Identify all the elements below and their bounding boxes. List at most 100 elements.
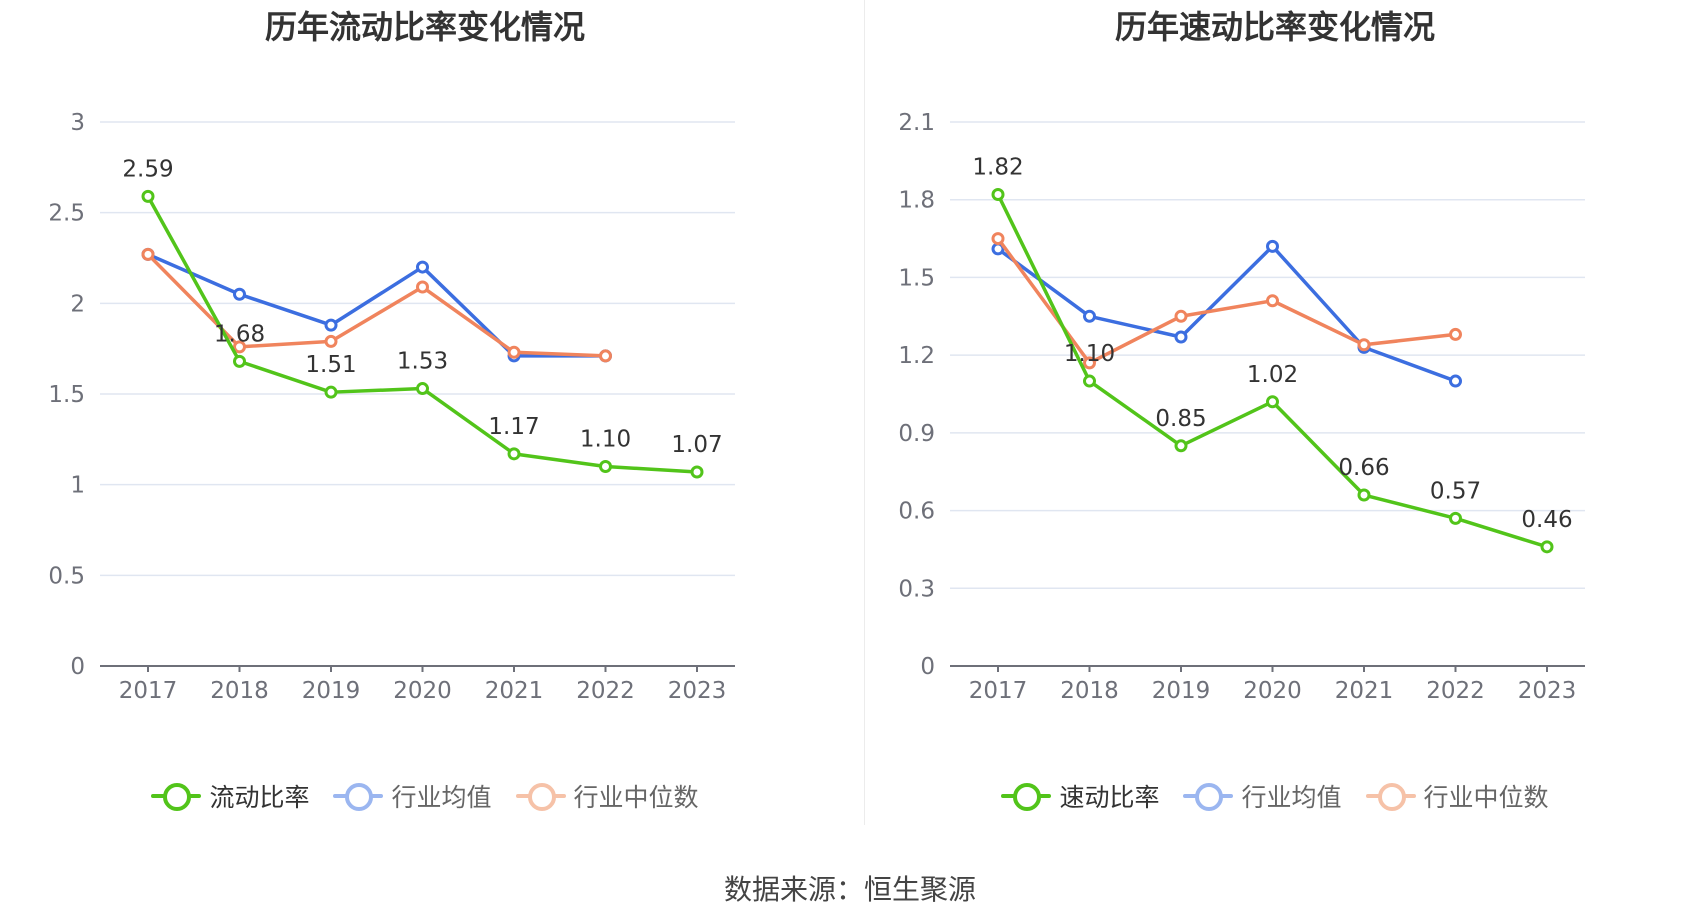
legend-label: 行业中位数	[1423, 783, 1549, 812]
x-tick-label: 2021	[1335, 678, 1394, 704]
y-tick-label: 2.5	[48, 201, 85, 227]
chart-title: 历年速动比率变化情况	[1114, 8, 1435, 46]
legend-line-marker-icon	[1001, 781, 1052, 811]
x-tick-label: 2020	[393, 678, 452, 704]
series-point-3[interactable]	[141, 247, 155, 261]
x-tick-label: 2018	[210, 678, 269, 704]
series-point-3[interactable]	[1357, 338, 1371, 352]
y-tick-label: 0.6	[898, 499, 935, 525]
y-tick-label: 0	[920, 654, 935, 680]
data-label: 1.82	[972, 155, 1023, 181]
series-point-2[interactable]	[1083, 309, 1096, 323]
data-label: 0.66	[1338, 455, 1389, 481]
x-tick-label: 2019	[1152, 678, 1211, 704]
chart-panel-current-ratio: 历年流动比率变化情况 0 0.5 1 1.5 2 2.5 3 2017 2018 2019 2020…	[0, 0, 850, 830]
legend-label: 行业均值	[1241, 783, 1342, 812]
x-tick-label: 2019	[302, 678, 361, 704]
series-point-2[interactable]	[1266, 239, 1279, 253]
legend-item-series-1[interactable]: 流动比率	[151, 778, 309, 814]
x-tick-label: 2023	[668, 678, 727, 704]
y-tick-label: 1.5	[898, 265, 935, 291]
data-label: 1.17	[488, 414, 539, 440]
legend-line-marker-icon	[515, 781, 566, 811]
series-point-1[interactable]	[1449, 511, 1462, 525]
data-label: 1.02	[1247, 362, 1298, 388]
y-tick-label: 0.5	[48, 563, 85, 589]
series-point-3[interactable]	[416, 280, 429, 294]
chart-legend: 速动比率 行业均值 行业中位数	[850, 778, 1700, 814]
y-tick-label: 2	[70, 291, 85, 317]
data-label: 1.51	[305, 352, 356, 378]
series-point-1[interactable]	[690, 465, 704, 479]
y-tick-label: 1.5	[48, 382, 85, 408]
series-point-3[interactable]	[507, 345, 521, 359]
series-point-2[interactable]	[324, 318, 338, 332]
series-point-2[interactable]	[233, 287, 246, 301]
chart-plot-area: 0 0.5 1 1.5 2 2.5 3 2017 2018 2019 2020 2021 2022 202…	[48, 110, 735, 704]
series-line-2	[996, 244, 1457, 383]
y-tick-label: 1	[70, 473, 85, 499]
series-point-2[interactable]	[1174, 330, 1188, 344]
series-point-1[interactable]	[233, 354, 246, 368]
chart-legend: 流动比率 行业均值 行业中位数	[0, 778, 850, 814]
series-point-1[interactable]	[1266, 395, 1279, 409]
x-tick-label: 2017	[969, 678, 1028, 704]
data-label: 1.68	[214, 321, 265, 347]
series-point-1[interactable]	[599, 460, 612, 474]
legend-item-series-2[interactable]: 行业均值	[1183, 778, 1342, 814]
x-tick-label: 2023	[1518, 678, 1577, 704]
series-point-3[interactable]	[233, 340, 246, 354]
legend-line-marker-icon	[151, 781, 202, 811]
series-point-3[interactable]	[1174, 309, 1188, 323]
series-point-1[interactable]	[141, 189, 155, 203]
series-point-1[interactable]	[1174, 439, 1188, 453]
data-label: 1.53	[397, 349, 448, 375]
legend-line-marker-icon	[1365, 781, 1416, 811]
series-point-1[interactable]	[1540, 540, 1554, 554]
x-tick-label: 2022	[576, 678, 635, 704]
legend-line-marker-icon	[333, 781, 384, 811]
series-point-3[interactable]	[991, 232, 1005, 246]
data-source-note: 数据来源：恒生聚源	[723, 873, 976, 906]
series-point-1[interactable]	[507, 447, 521, 461]
series-point-1[interactable]	[416, 382, 429, 396]
legend-label: 行业均值	[391, 783, 492, 812]
data-label: 0.46	[1521, 507, 1572, 533]
series-point-3[interactable]	[599, 349, 612, 363]
data-label: 0.57	[1430, 478, 1481, 504]
series-point-2[interactable]	[1449, 374, 1462, 388]
x-tick-label: 2022	[1426, 678, 1485, 704]
x-tick-label: 2018	[1060, 678, 1119, 704]
series-point-3[interactable]	[1083, 356, 1096, 370]
data-label: 0.85	[1155, 406, 1206, 432]
y-tick-label: 1.8	[898, 188, 935, 214]
series-point-3[interactable]	[1449, 327, 1462, 341]
series-line-2	[147, 252, 606, 358]
series-point-3[interactable]	[1266, 294, 1279, 308]
legend-item-series-2[interactable]: 行业均值	[333, 778, 492, 814]
legend-item-series-3[interactable]: 行业中位数	[1365, 778, 1549, 814]
series-point-1[interactable]	[1083, 374, 1096, 388]
legend-label: 行业中位数	[573, 783, 699, 812]
series-point-1[interactable]	[1357, 488, 1371, 502]
y-tick-label: 0.9	[898, 421, 935, 447]
legend-line-marker-icon	[1183, 781, 1234, 811]
chart-panel-quick-ratio: 历年速动比率变化情况 0 0.3 0.6 0.9 1.2 1.5 1.8 2.1 2017 201…	[850, 0, 1700, 830]
legend-label: 流动比率	[209, 783, 310, 812]
series-point-1[interactable]	[991, 188, 1005, 202]
data-label: 1.10	[580, 427, 631, 453]
legend-item-series-1[interactable]: 速动比率	[1001, 778, 1159, 814]
chart-title: 历年流动比率变化情况	[264, 8, 585, 46]
data-label: 2.59	[122, 156, 173, 182]
data-label: 1.10	[1064, 341, 1115, 367]
series-point-1[interactable]	[324, 385, 338, 399]
panel-divider	[864, 0, 865, 825]
x-tick-label: 2021	[485, 678, 544, 704]
y-tick-label: 2.1	[898, 110, 935, 136]
x-tick-label: 2020	[1243, 678, 1302, 704]
series-point-3[interactable]	[324, 334, 338, 348]
x-tick-label: 2017	[119, 678, 178, 704]
y-tick-label: 0	[70, 654, 85, 680]
series-point-2[interactable]	[416, 260, 429, 274]
legend-item-series-3[interactable]: 行业中位数	[515, 778, 699, 814]
